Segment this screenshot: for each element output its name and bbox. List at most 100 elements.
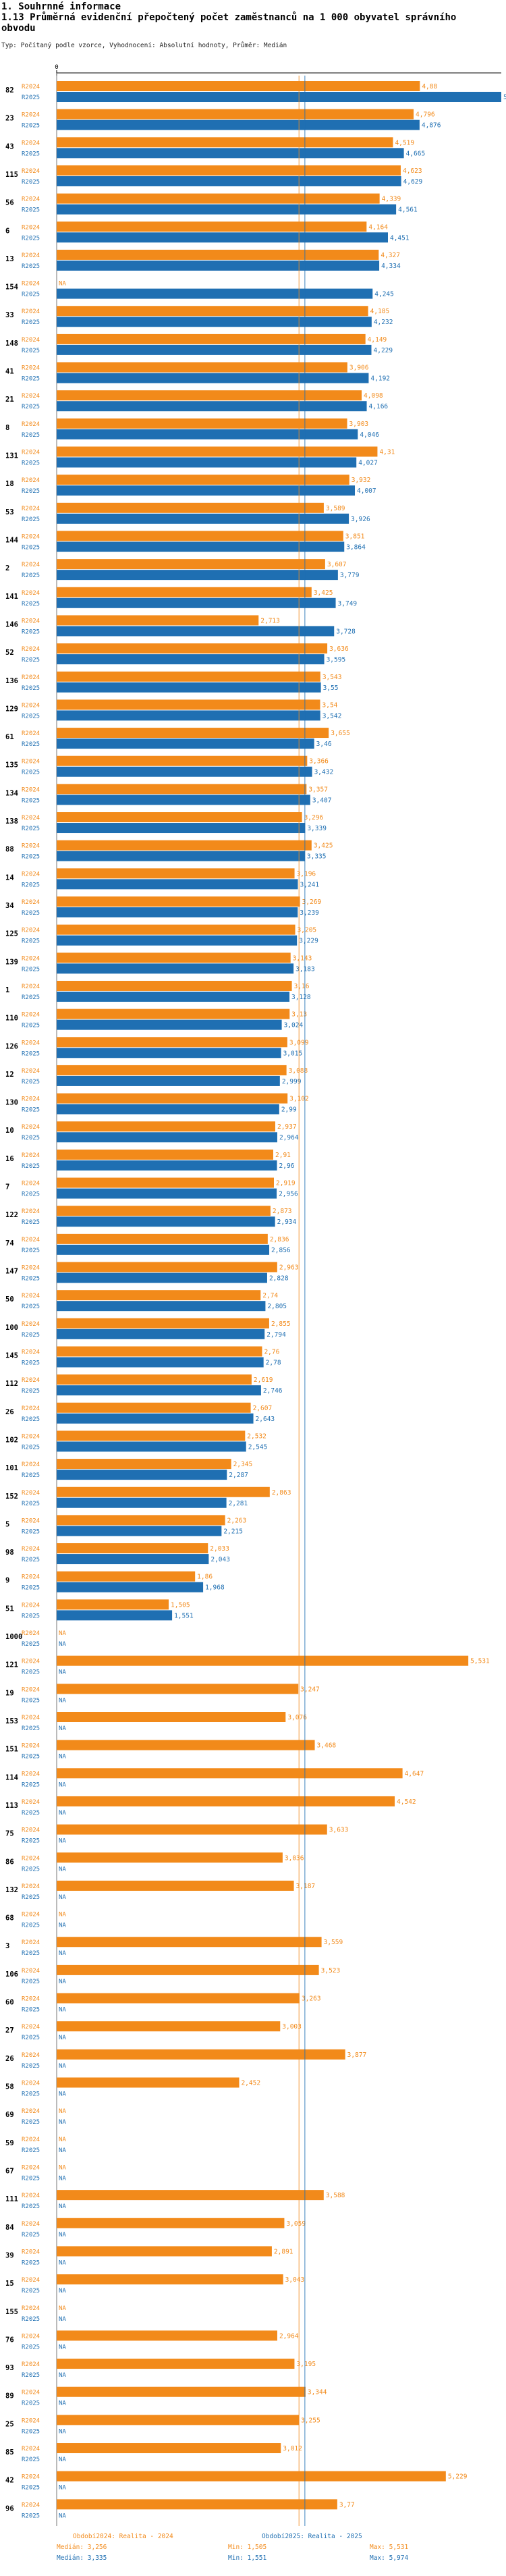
missing-label: NA (59, 2035, 66, 2041)
series-label-2025: R2025 (22, 713, 40, 720)
bar-value-label: 2,91 (275, 1152, 291, 1159)
missing-label: NA (59, 2175, 66, 2182)
bar-2025 (57, 1582, 204, 1592)
bar-2024 (57, 840, 312, 851)
bar-value-label: 3,247 (300, 1686, 320, 1693)
bar-value-label: 2,215 (223, 1528, 243, 1535)
bar-2024 (57, 1486, 270, 1497)
bar-value-label: 3,906 (349, 365, 369, 372)
series-label-2025: R2025 (22, 1135, 40, 1142)
missing-label: NA (59, 2063, 66, 2070)
bar-value-label: 3,366 (309, 758, 329, 766)
series-label-2025: R2025 (22, 797, 40, 804)
category-label: 69 (5, 2111, 14, 2119)
missing-label: NA (59, 2372, 66, 2379)
bar-value-label: 4,647 (405, 1770, 424, 1777)
missing-label: NA (59, 2203, 66, 2210)
series-label-2024: R2024 (22, 1012, 40, 1019)
category-label: 16 (5, 1155, 14, 1163)
bar-2024 (57, 418, 347, 429)
missing-label: NA (59, 2137, 66, 2143)
category-label: 15 (5, 2280, 14, 2288)
category-label: 115 (5, 171, 18, 179)
bar-2025 (57, 1526, 222, 1536)
bar-value-label: 3,16 (294, 983, 310, 990)
bar-2025 (57, 1413, 254, 1424)
category-label: 89 (5, 2392, 14, 2400)
bar-value-label: 2,452 (241, 2080, 260, 2087)
bar-2024 (57, 559, 325, 570)
series-label-2024: R2024 (22, 786, 40, 793)
bar-value-label: 2,78 (266, 1359, 281, 1366)
category-label: 10 (5, 1127, 14, 1135)
category-label: 74 (5, 1239, 14, 1247)
bar-value-label: 4,796 (416, 111, 435, 119)
category-label: 86 (5, 1858, 14, 1866)
bar-2024 (57, 137, 393, 148)
bar-2024 (57, 1684, 299, 1694)
category-label: 102 (5, 1436, 18, 1444)
bar-value-label: 3,46 (316, 741, 332, 748)
series-label-2025: R2025 (22, 1163, 40, 1170)
category-label: 8 (5, 424, 9, 432)
bar-value-label: 2,96 (279, 1162, 295, 1170)
series-label-2025: R2025 (22, 1866, 40, 1873)
series-label-2024: R2024 (22, 281, 40, 288)
bar-2024 (57, 2386, 306, 2397)
category-label: 88 (5, 846, 14, 854)
bar-value-label: 4,519 (395, 139, 414, 146)
missing-label: NA (59, 1894, 66, 1901)
category-label: 56 (5, 199, 14, 207)
series-label-2025: R2025 (22, 882, 40, 888)
bar-2025 (57, 1188, 277, 1199)
category-label: 138 (5, 817, 18, 826)
series-label-2025: R2025 (22, 2091, 40, 2098)
bar-2025 (57, 935, 298, 946)
bar-value-label: 3,296 (304, 814, 324, 822)
bar-value-label: 3,357 (308, 786, 328, 793)
series-label-2024: R2024 (22, 759, 40, 766)
bar-2025 (57, 795, 310, 805)
category-label: 76 (5, 2336, 14, 2344)
category-label: 130 (5, 1099, 18, 1107)
bar-value-label: 2,956 (279, 1191, 298, 1198)
bar-2025 (57, 1216, 275, 1227)
bar-2025 (57, 1019, 282, 1030)
category-label: 26 (5, 2055, 14, 2063)
series-label-2025: R2025 (22, 348, 40, 354)
series-label-2025: R2025 (22, 1979, 40, 1985)
series-label-2024: R2024 (22, 450, 40, 456)
bar-2024 (57, 1402, 251, 1413)
bar-2024 (57, 812, 302, 823)
series-label-2025: R2025 (22, 2400, 40, 2407)
series-label-2025: R2025 (22, 1079, 40, 1085)
bar-2025 (57, 626, 335, 637)
bar-value-label: 3,263 (302, 1995, 321, 2003)
series-label-2024: R2024 (22, 1293, 40, 1299)
bar-2024 (57, 1655, 469, 1666)
bar-value-label: 3,205 (298, 927, 317, 934)
category-label: 14 (5, 874, 14, 882)
series-label-2024: R2024 (22, 1715, 40, 1721)
category-label: 145 (5, 1351, 18, 1360)
bar-2024 (57, 1937, 322, 1948)
bar-value-label: 4,027 (358, 460, 378, 467)
category-label: 9 (5, 1577, 9, 1585)
series-label-2024: R2024 (22, 1405, 40, 1412)
series-label-2024: R2024 (22, 1939, 40, 1946)
series-label-2025: R2025 (22, 994, 40, 1001)
bar-2025 (57, 1497, 227, 1508)
missing-label: NA (59, 1838, 66, 1845)
section-heading: 1. Souhrnné informace (1, 1, 121, 12)
bar-value-label: 4,192 (370, 375, 390, 383)
series-label-2025: R2025 (22, 628, 40, 635)
missing-label: NA (59, 1725, 66, 1732)
bar-2024 (57, 615, 259, 626)
bar-2025 (57, 1554, 209, 1565)
category-label: 5 (5, 1520, 9, 1528)
bar-2025 (57, 344, 372, 355)
series-label-2025: R2025 (22, 1050, 40, 1057)
bar-value-label: 3,128 (291, 994, 311, 1001)
series-label-2024: R2024 (22, 1237, 40, 1243)
series-label-2024: R2024 (22, 1152, 40, 1159)
